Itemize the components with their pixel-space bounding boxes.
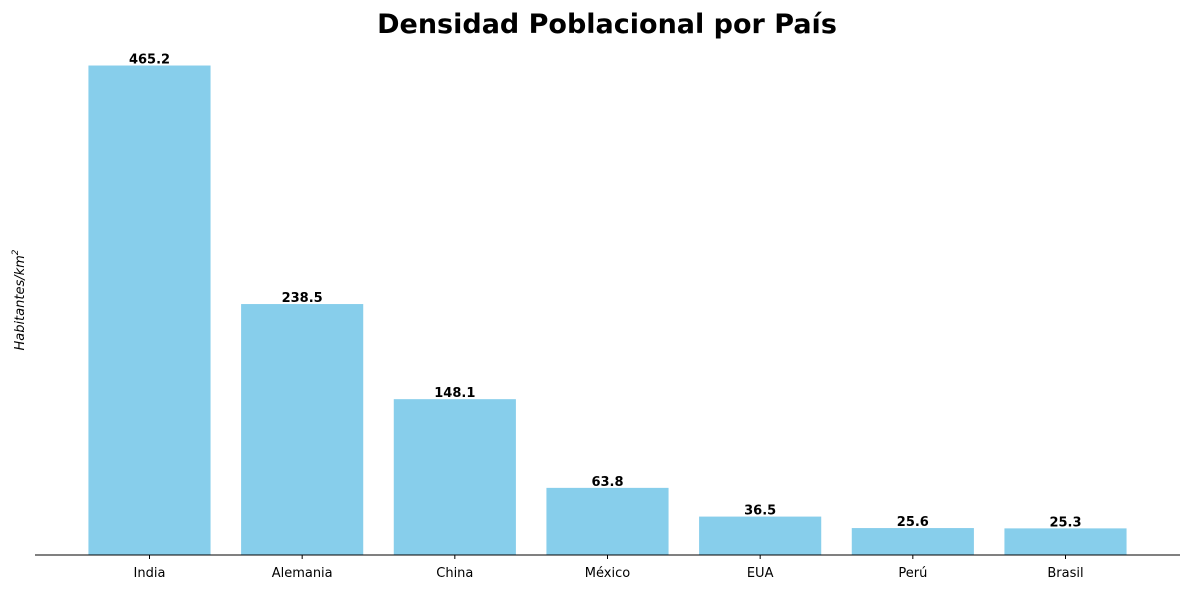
bar-0 — [88, 65, 211, 556]
y-axis-label-superscript: 2 — [11, 249, 21, 255]
x-tick-label-5: Perú — [898, 566, 927, 581]
x-tick-label-4: EUA — [747, 566, 774, 581]
y-axis-label: Habitantes/km2 — [11, 249, 28, 350]
bar-1 — [241, 304, 364, 555]
y-axis-label-text: Habitantes/km — [13, 255, 28, 350]
bar-5 — [851, 528, 974, 555]
x-tick-label-2: China — [436, 566, 473, 581]
bar-2 — [393, 399, 516, 555]
bars-group — [88, 65, 1127, 556]
bar-value-label-0: 465.2 — [129, 53, 170, 68]
bar-value-label-3: 63.8 — [591, 475, 623, 490]
x-axis-ticks: India Alemania China México EUA Perú Brasil — [134, 555, 1084, 581]
bar-value-label-2: 148.1 — [434, 386, 475, 401]
bar-value-label-6: 25.3 — [1049, 515, 1081, 530]
x-tick-label-0: India — [134, 566, 166, 581]
bar-value-label-5: 25.6 — [897, 515, 929, 530]
chart-title: Densidad Poblacional por País — [377, 9, 837, 40]
bar-3 — [546, 487, 669, 555]
bar-value-label-1: 238.5 — [282, 291, 323, 306]
x-tick-label-1: Alemania — [272, 566, 333, 581]
bar-value-label-4: 36.5 — [744, 504, 776, 519]
bar-4 — [699, 516, 822, 555]
bar-6 — [1004, 528, 1127, 555]
value-labels-group: 465.2 238.5 148.1 63.8 36.5 25.6 25.3 — [129, 53, 1082, 531]
x-tick-label-3: México — [585, 566, 630, 581]
x-tick-label-6: Brasil — [1047, 566, 1083, 581]
